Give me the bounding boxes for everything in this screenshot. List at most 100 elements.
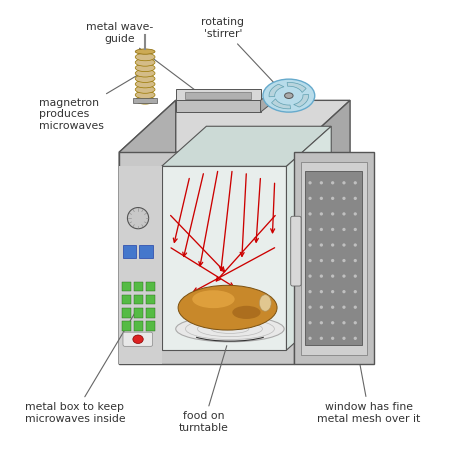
Text: food on
turntable: food on turntable <box>179 346 229 433</box>
Polygon shape <box>269 84 284 97</box>
Ellipse shape <box>342 259 346 262</box>
Ellipse shape <box>135 53 155 61</box>
Polygon shape <box>293 100 350 364</box>
Ellipse shape <box>342 228 346 231</box>
Ellipse shape <box>331 212 334 216</box>
Ellipse shape <box>309 274 312 278</box>
Ellipse shape <box>135 64 155 72</box>
Ellipse shape <box>342 290 346 293</box>
Ellipse shape <box>354 321 357 324</box>
Ellipse shape <box>135 70 155 77</box>
Ellipse shape <box>128 208 149 229</box>
FancyBboxPatch shape <box>146 308 155 318</box>
Ellipse shape <box>331 306 334 309</box>
FancyBboxPatch shape <box>134 308 143 318</box>
FancyBboxPatch shape <box>122 282 131 291</box>
Ellipse shape <box>178 285 277 330</box>
Ellipse shape <box>354 306 357 309</box>
Ellipse shape <box>309 337 312 340</box>
Ellipse shape <box>309 306 312 309</box>
Ellipse shape <box>342 212 346 216</box>
Ellipse shape <box>309 212 312 216</box>
FancyBboxPatch shape <box>134 282 143 291</box>
Ellipse shape <box>135 86 155 93</box>
Ellipse shape <box>354 337 357 340</box>
Ellipse shape <box>331 243 334 246</box>
Ellipse shape <box>319 321 323 324</box>
FancyBboxPatch shape <box>122 308 131 318</box>
Ellipse shape <box>309 228 312 231</box>
Ellipse shape <box>319 243 323 246</box>
Polygon shape <box>261 91 273 112</box>
Polygon shape <box>294 94 309 107</box>
Text: metal box to keep
microwaves inside: metal box to keep microwaves inside <box>25 310 137 424</box>
Ellipse shape <box>319 306 323 309</box>
Ellipse shape <box>342 274 346 278</box>
Ellipse shape <box>331 197 334 200</box>
Ellipse shape <box>331 321 334 324</box>
Ellipse shape <box>354 212 357 216</box>
Ellipse shape <box>319 274 323 278</box>
Ellipse shape <box>331 290 334 293</box>
FancyBboxPatch shape <box>123 245 136 258</box>
Text: magnetron
produces
microwaves: magnetron produces microwaves <box>39 73 140 131</box>
Ellipse shape <box>342 337 346 340</box>
Polygon shape <box>133 98 157 103</box>
Text: metal wave-
guide: metal wave- guide <box>86 22 197 91</box>
Ellipse shape <box>309 259 312 262</box>
Ellipse shape <box>319 197 323 200</box>
Ellipse shape <box>135 97 155 104</box>
FancyBboxPatch shape <box>291 216 301 286</box>
FancyBboxPatch shape <box>134 321 143 331</box>
Ellipse shape <box>331 228 334 231</box>
Ellipse shape <box>319 259 323 262</box>
Ellipse shape <box>331 259 334 262</box>
Polygon shape <box>287 82 306 92</box>
Ellipse shape <box>354 290 357 293</box>
Ellipse shape <box>135 91 155 99</box>
Ellipse shape <box>135 75 155 82</box>
Polygon shape <box>176 89 261 100</box>
Ellipse shape <box>309 290 312 293</box>
Ellipse shape <box>259 295 271 311</box>
FancyBboxPatch shape <box>134 295 143 304</box>
Ellipse shape <box>354 243 357 246</box>
Polygon shape <box>293 152 374 364</box>
Ellipse shape <box>354 197 357 200</box>
Ellipse shape <box>319 212 323 216</box>
Polygon shape <box>185 92 251 100</box>
Ellipse shape <box>309 181 312 184</box>
Ellipse shape <box>319 181 323 184</box>
Ellipse shape <box>176 316 284 342</box>
Ellipse shape <box>135 49 155 54</box>
Ellipse shape <box>342 306 346 309</box>
Polygon shape <box>119 152 293 364</box>
FancyBboxPatch shape <box>122 321 131 331</box>
Ellipse shape <box>309 321 312 324</box>
Ellipse shape <box>354 228 357 231</box>
Ellipse shape <box>331 274 334 278</box>
Polygon shape <box>119 100 350 152</box>
Polygon shape <box>119 100 176 364</box>
Polygon shape <box>119 166 162 364</box>
Ellipse shape <box>331 181 334 184</box>
Ellipse shape <box>309 243 312 246</box>
FancyBboxPatch shape <box>146 295 155 304</box>
Ellipse shape <box>342 181 346 184</box>
FancyBboxPatch shape <box>139 245 153 258</box>
Text: rotating
'stirrer': rotating 'stirrer' <box>201 18 277 87</box>
Polygon shape <box>286 126 331 350</box>
Ellipse shape <box>342 197 346 200</box>
Ellipse shape <box>354 181 357 184</box>
Ellipse shape <box>135 59 155 66</box>
Ellipse shape <box>319 337 323 340</box>
Ellipse shape <box>342 321 346 324</box>
Ellipse shape <box>192 290 235 308</box>
Ellipse shape <box>284 93 293 99</box>
Ellipse shape <box>319 290 323 293</box>
FancyBboxPatch shape <box>146 282 155 291</box>
Ellipse shape <box>342 243 346 246</box>
Ellipse shape <box>232 306 261 319</box>
Polygon shape <box>176 100 261 112</box>
Ellipse shape <box>135 80 155 88</box>
